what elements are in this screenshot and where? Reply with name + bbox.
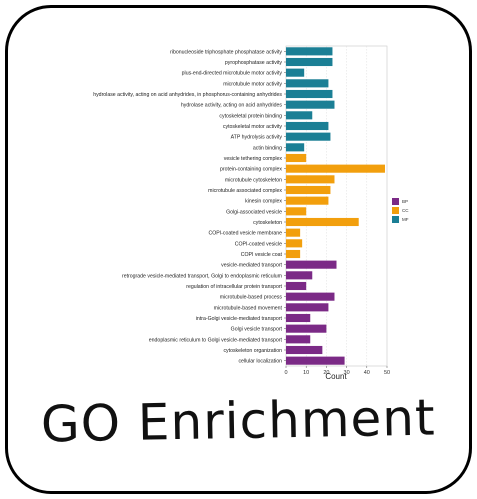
category-label: vesicle-mediated transport (221, 263, 282, 269)
legend-swatch (392, 216, 399, 223)
category-label: protein-containing complex (220, 167, 282, 173)
legend-label: BP (402, 199, 408, 204)
x-tick-label: 10 (303, 370, 309, 376)
bar (286, 175, 335, 184)
category-label: hydrolase activity, acting on acid anhyd… (93, 92, 282, 98)
bar (286, 185, 331, 195)
category-label: Golgi vesicle transport (231, 327, 283, 333)
category-label: regulation of intracellular protein tran… (186, 284, 282, 290)
legend-swatch (392, 207, 399, 214)
legend-label: CC (402, 208, 409, 213)
bar (286, 68, 305, 77)
bar (286, 292, 335, 301)
x-tick-label: 20 (323, 370, 329, 376)
bar (286, 217, 359, 227)
category-label: hydrolase activity, acting on acid anhyd… (181, 103, 283, 109)
bar (286, 324, 327, 333)
category-label: Golgi-associated vesicle (226, 209, 282, 215)
bar (286, 260, 337, 269)
category-label: microtubule cytoskeleton (225, 177, 282, 183)
caption-title: GO Enrichment (40, 388, 437, 454)
legend-label: MF (402, 217, 409, 222)
bar (286, 313, 311, 323)
category-label: cytoskeleton (253, 220, 282, 226)
bar (286, 207, 307, 216)
bar (286, 249, 301, 259)
bar (286, 153, 307, 163)
legend-swatch (392, 198, 399, 205)
category-label: cellular localization (238, 359, 282, 365)
category-label: cytoskeletal protein binding (219, 113, 282, 119)
category-label: pyrophosphatase activity (225, 60, 283, 66)
category-label: microtubule motor activity (223, 81, 282, 87)
category-label: ribonucleoside triphosphate phosphatase … (170, 49, 282, 55)
category-label: COPI-coated vesicle (235, 241, 282, 247)
category-label: ATP hydrolysis activity (231, 135, 283, 141)
bar-layer (286, 47, 385, 365)
bar (286, 239, 303, 248)
category-label: vesicle tethering complex (224, 156, 283, 162)
bar (286, 79, 329, 88)
bar (286, 57, 333, 67)
category-label: plus-end-directed microtubule motor acti… (182, 71, 283, 77)
bar (286, 281, 307, 291)
plot-panel (285, 45, 388, 367)
bar (286, 132, 331, 141)
bar (286, 111, 313, 120)
category-label: COPI vesicle coat (241, 252, 283, 258)
category-label: kinesin complex (245, 199, 282, 205)
bar (286, 47, 333, 56)
category-labels: ribonucleoside triphosphate phosphatase … (93, 49, 286, 365)
category-label: endoplasmic reticulum to Golgi vesicle-m… (149, 337, 283, 343)
bar (286, 335, 311, 344)
category-label: cytoskeleton organization (223, 348, 282, 354)
x-axis-ticks: 0 10 20 30 40 50 (284, 366, 390, 376)
category-label: COPI-coated vesicle membrane (208, 231, 282, 237)
bar (286, 356, 345, 365)
x-tick-label: 40 (364, 370, 370, 376)
category-label: intra-Golgi vesicle-mediated transport (196, 316, 283, 322)
grid-layer (285, 46, 388, 366)
bar (286, 89, 333, 99)
card-frame (5, 5, 472, 494)
x-tick-label: 50 (384, 370, 390, 376)
category-label: cytoskeletal motor activity (223, 124, 283, 130)
bar (286, 345, 323, 355)
bar (286, 143, 305, 152)
category-label: retrograde vesicle-mediated transport, G… (122, 273, 282, 279)
x-tick-label: 0 (284, 370, 287, 376)
bar (286, 164, 385, 173)
category-label: actin binding (253, 145, 282, 151)
x-tick-label: 30 (344, 370, 350, 376)
category-label: microtubule-based process (220, 295, 283, 301)
category-label: microtubule associated complex (208, 188, 282, 194)
bar (286, 121, 329, 131)
bar (286, 303, 329, 312)
category-label: microtubule-based movement (214, 305, 283, 311)
bar (286, 271, 313, 280)
bar (286, 100, 335, 109)
bar (286, 228, 301, 237)
x-axis-label: Count (325, 372, 347, 381)
bar (286, 196, 329, 205)
legend: BP CC MF (392, 198, 409, 223)
